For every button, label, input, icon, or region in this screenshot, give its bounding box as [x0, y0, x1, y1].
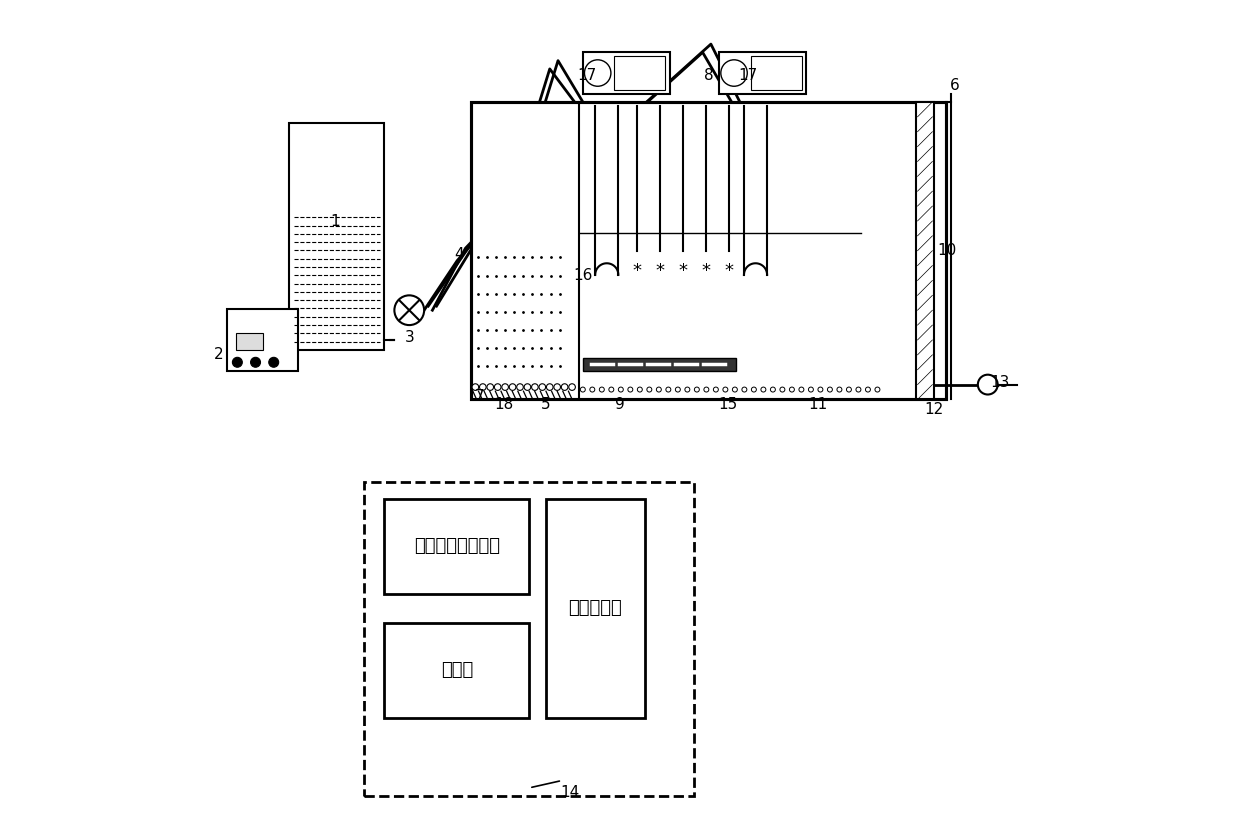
Circle shape	[495, 384, 501, 390]
Text: 5: 5	[541, 397, 551, 412]
Bar	[384, 622, 529, 718]
Circle shape	[599, 387, 604, 392]
Text: 18: 18	[495, 397, 513, 412]
Circle shape	[510, 384, 516, 390]
Circle shape	[978, 374, 998, 394]
Text: 2: 2	[213, 346, 223, 362]
Circle shape	[875, 387, 880, 392]
Circle shape	[554, 384, 560, 390]
Circle shape	[808, 387, 813, 392]
Circle shape	[547, 384, 553, 390]
Circle shape	[647, 387, 652, 392]
Circle shape	[837, 387, 842, 392]
Circle shape	[569, 384, 575, 390]
Circle shape	[502, 384, 508, 390]
Text: 12: 12	[925, 402, 944, 417]
Circle shape	[723, 387, 728, 392]
Circle shape	[761, 387, 766, 392]
Bar	[227, 309, 298, 370]
Circle shape	[790, 387, 795, 392]
Text: 13: 13	[991, 375, 1009, 390]
Circle shape	[751, 387, 756, 392]
Text: 9: 9	[615, 397, 625, 412]
Circle shape	[866, 387, 870, 392]
Circle shape	[770, 387, 775, 392]
Circle shape	[562, 384, 568, 390]
Bar	[471, 102, 946, 399]
Text: *: *	[724, 262, 734, 280]
Circle shape	[799, 387, 804, 392]
Circle shape	[637, 387, 642, 392]
Text: 10: 10	[937, 243, 956, 258]
Circle shape	[609, 387, 614, 392]
Text: 7: 7	[475, 389, 485, 404]
Circle shape	[818, 387, 823, 392]
Text: 4: 4	[454, 247, 464, 262]
Circle shape	[394, 295, 424, 325]
Text: *: *	[632, 262, 641, 280]
Text: 1: 1	[330, 215, 340, 230]
Circle shape	[590, 387, 595, 392]
Circle shape	[666, 387, 671, 392]
Circle shape	[704, 387, 709, 392]
Bar	[384, 498, 529, 594]
Text: 3: 3	[404, 330, 414, 345]
Circle shape	[472, 384, 479, 390]
Text: *: *	[678, 262, 687, 280]
Text: 显示屏: 显示屏	[440, 661, 472, 679]
Text: *: *	[655, 262, 665, 280]
Circle shape	[232, 357, 242, 367]
Circle shape	[780, 387, 785, 392]
Circle shape	[684, 387, 689, 392]
Circle shape	[539, 384, 546, 390]
Bar	[289, 122, 384, 350]
Circle shape	[694, 387, 699, 392]
Bar	[750, 57, 802, 90]
Circle shape	[580, 387, 585, 392]
Circle shape	[656, 387, 661, 392]
Circle shape	[713, 387, 718, 392]
Circle shape	[250, 357, 260, 367]
Circle shape	[584, 60, 611, 87]
Circle shape	[733, 387, 738, 392]
Text: 15: 15	[718, 397, 737, 412]
Circle shape	[827, 387, 832, 392]
Text: 16: 16	[573, 268, 593, 283]
Circle shape	[487, 384, 494, 390]
Text: 6: 6	[950, 78, 960, 93]
Text: 数据分析记录模块: 数据分析记录模块	[414, 537, 500, 555]
Circle shape	[269, 357, 279, 367]
Circle shape	[532, 384, 538, 390]
Text: 11: 11	[808, 397, 828, 412]
Text: 8: 8	[704, 68, 714, 83]
Circle shape	[480, 384, 486, 390]
Circle shape	[847, 387, 852, 392]
Circle shape	[676, 387, 681, 392]
Text: *: *	[702, 262, 711, 280]
Bar	[546, 498, 645, 718]
Bar	[236, 334, 263, 350]
Circle shape	[627, 387, 632, 392]
Circle shape	[720, 60, 748, 87]
Circle shape	[742, 387, 746, 392]
Bar	[583, 358, 735, 370]
Bar	[614, 57, 666, 90]
Text: 17: 17	[739, 68, 758, 83]
Circle shape	[619, 387, 624, 392]
Circle shape	[525, 384, 531, 390]
Text: 17: 17	[578, 68, 596, 83]
Bar	[363, 482, 694, 796]
Bar	[916, 102, 934, 399]
Circle shape	[517, 384, 523, 390]
Bar	[719, 52, 806, 94]
Bar	[583, 52, 670, 94]
Circle shape	[856, 387, 861, 392]
Text: 14: 14	[560, 785, 580, 800]
Text: 中央控制器: 中央控制器	[568, 599, 622, 617]
